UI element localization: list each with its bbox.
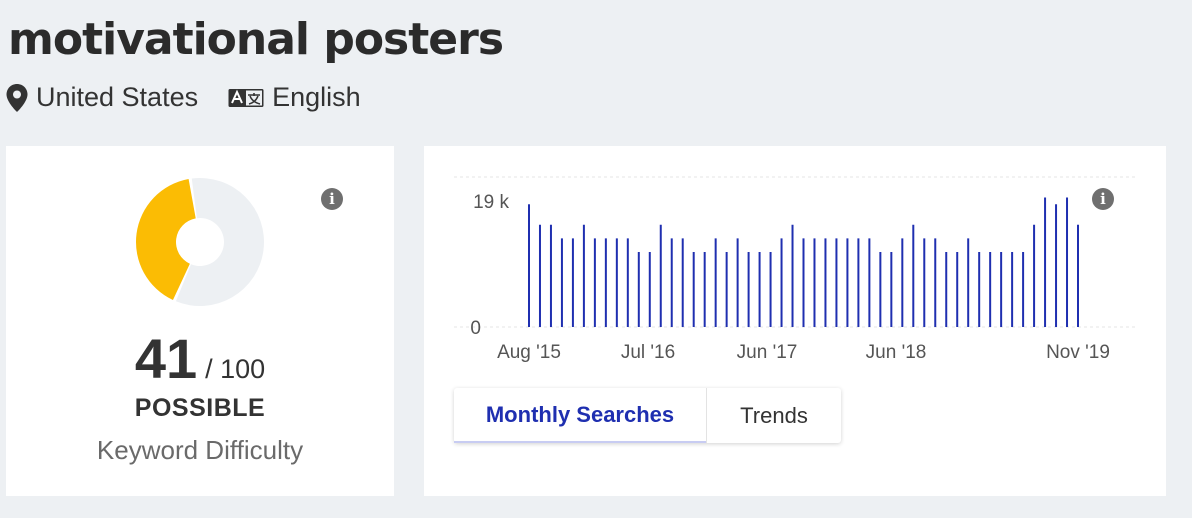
keyword-difficulty-card: i 41/ 100 POSSIBLE Keyword Difficulty bbox=[6, 146, 394, 496]
chart-tabs: Monthly Searches Trends bbox=[454, 388, 841, 443]
tab-monthly-searches[interactable]: Monthly Searches bbox=[454, 388, 706, 443]
keyword-title: motivational posters bbox=[8, 14, 504, 65]
donut-filled-segment bbox=[136, 179, 196, 301]
x-tick-label: Jun '18 bbox=[866, 342, 927, 363]
y-tick-label: 19 k bbox=[473, 192, 509, 213]
y-tick-label: 0 bbox=[470, 318, 481, 339]
bar-series bbox=[528, 197, 1079, 327]
search-volume-card: 19 k 0 Aug '15 Jul '16 Jun '17 Jun '18 N… bbox=[424, 146, 1166, 496]
x-tick-label: Aug '15 bbox=[497, 342, 561, 363]
difficulty-level: POSSIBLE bbox=[134, 394, 266, 422]
info-icon[interactable]: i bbox=[1092, 188, 1114, 210]
x-tick-label: Nov '19 bbox=[1046, 342, 1110, 363]
keyword-meta: United States English bbox=[6, 82, 391, 113]
difficulty-caption: Keyword Difficulty bbox=[96, 435, 304, 465]
language-label: English bbox=[272, 82, 361, 112]
info-icon[interactable]: i bbox=[321, 188, 343, 210]
translate-icon bbox=[228, 88, 264, 107]
difficulty-value: 41 bbox=[134, 327, 198, 390]
language: English bbox=[228, 82, 361, 113]
location: United States bbox=[6, 82, 198, 113]
x-tick-label: Jul '16 bbox=[621, 342, 675, 363]
difficulty-max: / 100 bbox=[205, 354, 266, 384]
map-pin-icon bbox=[6, 83, 28, 112]
tab-trends[interactable]: Trends bbox=[706, 388, 841, 443]
donut-empty-segment bbox=[175, 178, 264, 306]
x-tick-label: Jun '17 bbox=[737, 342, 798, 363]
search-volume-chart: 19 k 0 Aug '15 Jul '16 Jun '17 Jun '18 N… bbox=[454, 176, 1136, 363]
difficulty-score: 41/ 100 bbox=[6, 326, 394, 391]
location-label: United States bbox=[36, 82, 199, 112]
difficulty-donut bbox=[136, 178, 264, 306]
